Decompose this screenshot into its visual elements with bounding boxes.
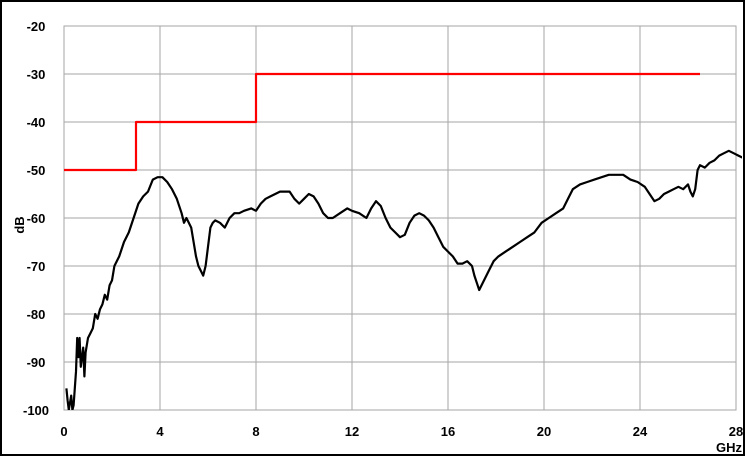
- x-tick-label: 16: [441, 424, 455, 439]
- x-tick-label: 8: [252, 424, 259, 439]
- y-tick-label: -40: [27, 115, 46, 130]
- series-line-black: [65, 149, 742, 410]
- y-tick-label: -80: [27, 307, 46, 322]
- y-tick-label: -70: [27, 259, 46, 274]
- y-tick-label: -90: [27, 355, 46, 370]
- y-axis-title: dB: [12, 216, 27, 233]
- tick-labels: -20 -30 -40 -50 -60 -70 -80 -90 -100 0 4 8 12 16 20 24 2…: [23, 19, 743, 439]
- series-group: [64, 72, 742, 410]
- y-tick-label: -60: [27, 211, 46, 226]
- y-tick-label: -50: [27, 163, 46, 178]
- x-tick-label: 4: [156, 424, 164, 439]
- y-tick-label: -100: [23, 403, 49, 418]
- grid: [63, 25, 737, 411]
- y-tick-label: -20: [27, 19, 46, 34]
- x-tick-label: 12: [345, 424, 359, 439]
- x-tick-label: 20: [537, 424, 551, 439]
- series-line-red: [64, 72, 700, 172]
- x-tick-label: 0: [60, 424, 67, 439]
- x-axis-title: GHz: [716, 440, 743, 454]
- x-tick-label: 24: [633, 424, 648, 439]
- y-tick-label: -30: [27, 67, 46, 82]
- x-tick-label: 28: [729, 424, 743, 439]
